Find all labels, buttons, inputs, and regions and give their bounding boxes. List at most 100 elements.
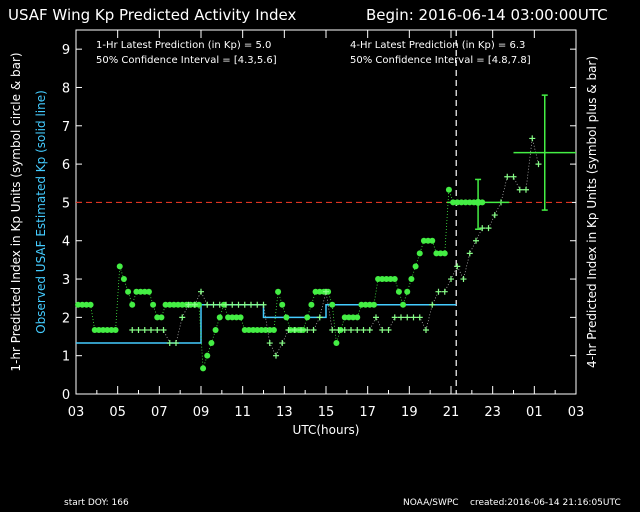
hr4-point [266,340,273,347]
hr1-point [154,314,161,321]
created-time: created:2016-06-14 21:16:05UTC [470,498,621,508]
hr4-point [373,314,379,321]
y-tick-label: 0 [62,388,70,403]
hr4-latest-text: 4-Hr Latest Prediction (in Kp) = 6.3 [350,40,526,51]
y-tick-label: 2 [62,311,70,326]
hr4-point [473,237,479,244]
hr1-connector [78,189,483,369]
hr4-point [191,301,198,308]
y-tick-label: 8 [62,81,70,96]
hr1-point [275,288,282,295]
hr1-point [345,314,352,321]
hr4-point [204,301,211,308]
hr4-point [491,212,498,219]
hr1-point [195,301,202,308]
hr1-point [83,301,90,308]
hr1-point [358,301,365,308]
hr1-point [241,327,248,334]
hr4-connector [132,138,539,357]
hr1-point [129,301,136,308]
hr4-point [510,173,517,180]
hr4-point [529,135,536,142]
hr4-point [360,327,367,334]
hr1-point [375,276,382,283]
chart-title: USAF Wing Kp Predicted Activity Index [8,6,297,24]
hr1-point [408,276,415,283]
hr1-point [304,314,311,321]
hr4-point [235,301,242,308]
x-tick-label: 09 [193,405,210,420]
hr1-point [266,327,273,334]
hr1-point [312,288,319,295]
hr4-point [135,327,142,334]
x-tick-label: 03 [568,405,585,420]
hr1-point [150,301,157,308]
hr1-point [175,301,182,308]
y-tick-label: 5 [62,196,70,211]
y-tick-label: 6 [62,158,70,173]
hr1-point [141,288,148,295]
hr4-point [391,314,398,321]
x-tick-label: 13 [276,405,293,420]
hr1-point [116,263,123,270]
hr1-point [75,301,82,308]
hr1-point [379,276,386,283]
hr1-point [133,288,140,295]
hr1-ci-text: 50% Confidence Interval = [4.3,5.6] [96,55,277,66]
hr1-point [412,263,419,270]
hr4-point [141,327,148,334]
y-tick-label: 3 [62,273,70,288]
hr1-point [387,276,394,283]
hr1-point [237,314,244,321]
hr1-point [308,301,315,308]
hr1-point [404,288,411,295]
hr4-point [198,288,204,295]
hr4-point [404,314,411,321]
hr4-point [273,352,279,359]
hr1-point [366,301,373,308]
hr4-point [416,314,423,321]
x-tick-label: 17 [359,405,376,420]
hr4-point [466,250,473,257]
hr4-point [435,288,442,295]
hr1-point [79,301,86,308]
hr4-point [335,327,342,334]
hr4-point [448,276,454,283]
hr1-point [225,314,232,321]
hr4-point [479,225,486,232]
hr1-point [333,340,340,347]
hr1-point [425,237,432,244]
hr4-point [366,327,373,334]
hr1-point [100,327,107,334]
hr1-point [108,327,115,334]
hr4-point [485,225,492,232]
hr4-point [185,301,192,308]
hr1-point [258,327,265,334]
hr4-point [291,327,298,334]
begin-time: Begin: 2016-06-14 03:00:00UTC [366,6,608,24]
y-axis-label-right: 4-hr Predicted Index in Kp Units (symbol… [585,56,599,368]
y-tick-label: 1 [62,350,70,365]
hr4-point [166,340,173,347]
hr1-point [429,237,436,244]
hr1-point [341,314,348,321]
hr4-point [523,186,529,193]
hr4-point [260,301,267,308]
hr4-point [535,161,542,168]
hr1-point [216,314,223,321]
hr1-point [158,314,165,321]
hr4-point [279,340,286,347]
hr4-point [148,327,154,334]
hr1-point [91,327,98,334]
hr4-point [129,327,136,334]
hr1-point [233,314,240,321]
hr4-point [179,314,186,321]
hr1-point [125,288,132,295]
hr1-point [279,301,286,308]
hr4-point [341,327,348,334]
y-axis-label-left: 1-hr Predicted Index in Kp Units (symbol… [9,52,23,371]
hr1-point [250,327,257,334]
hr4-point [154,327,161,334]
hr1-point [283,314,290,321]
